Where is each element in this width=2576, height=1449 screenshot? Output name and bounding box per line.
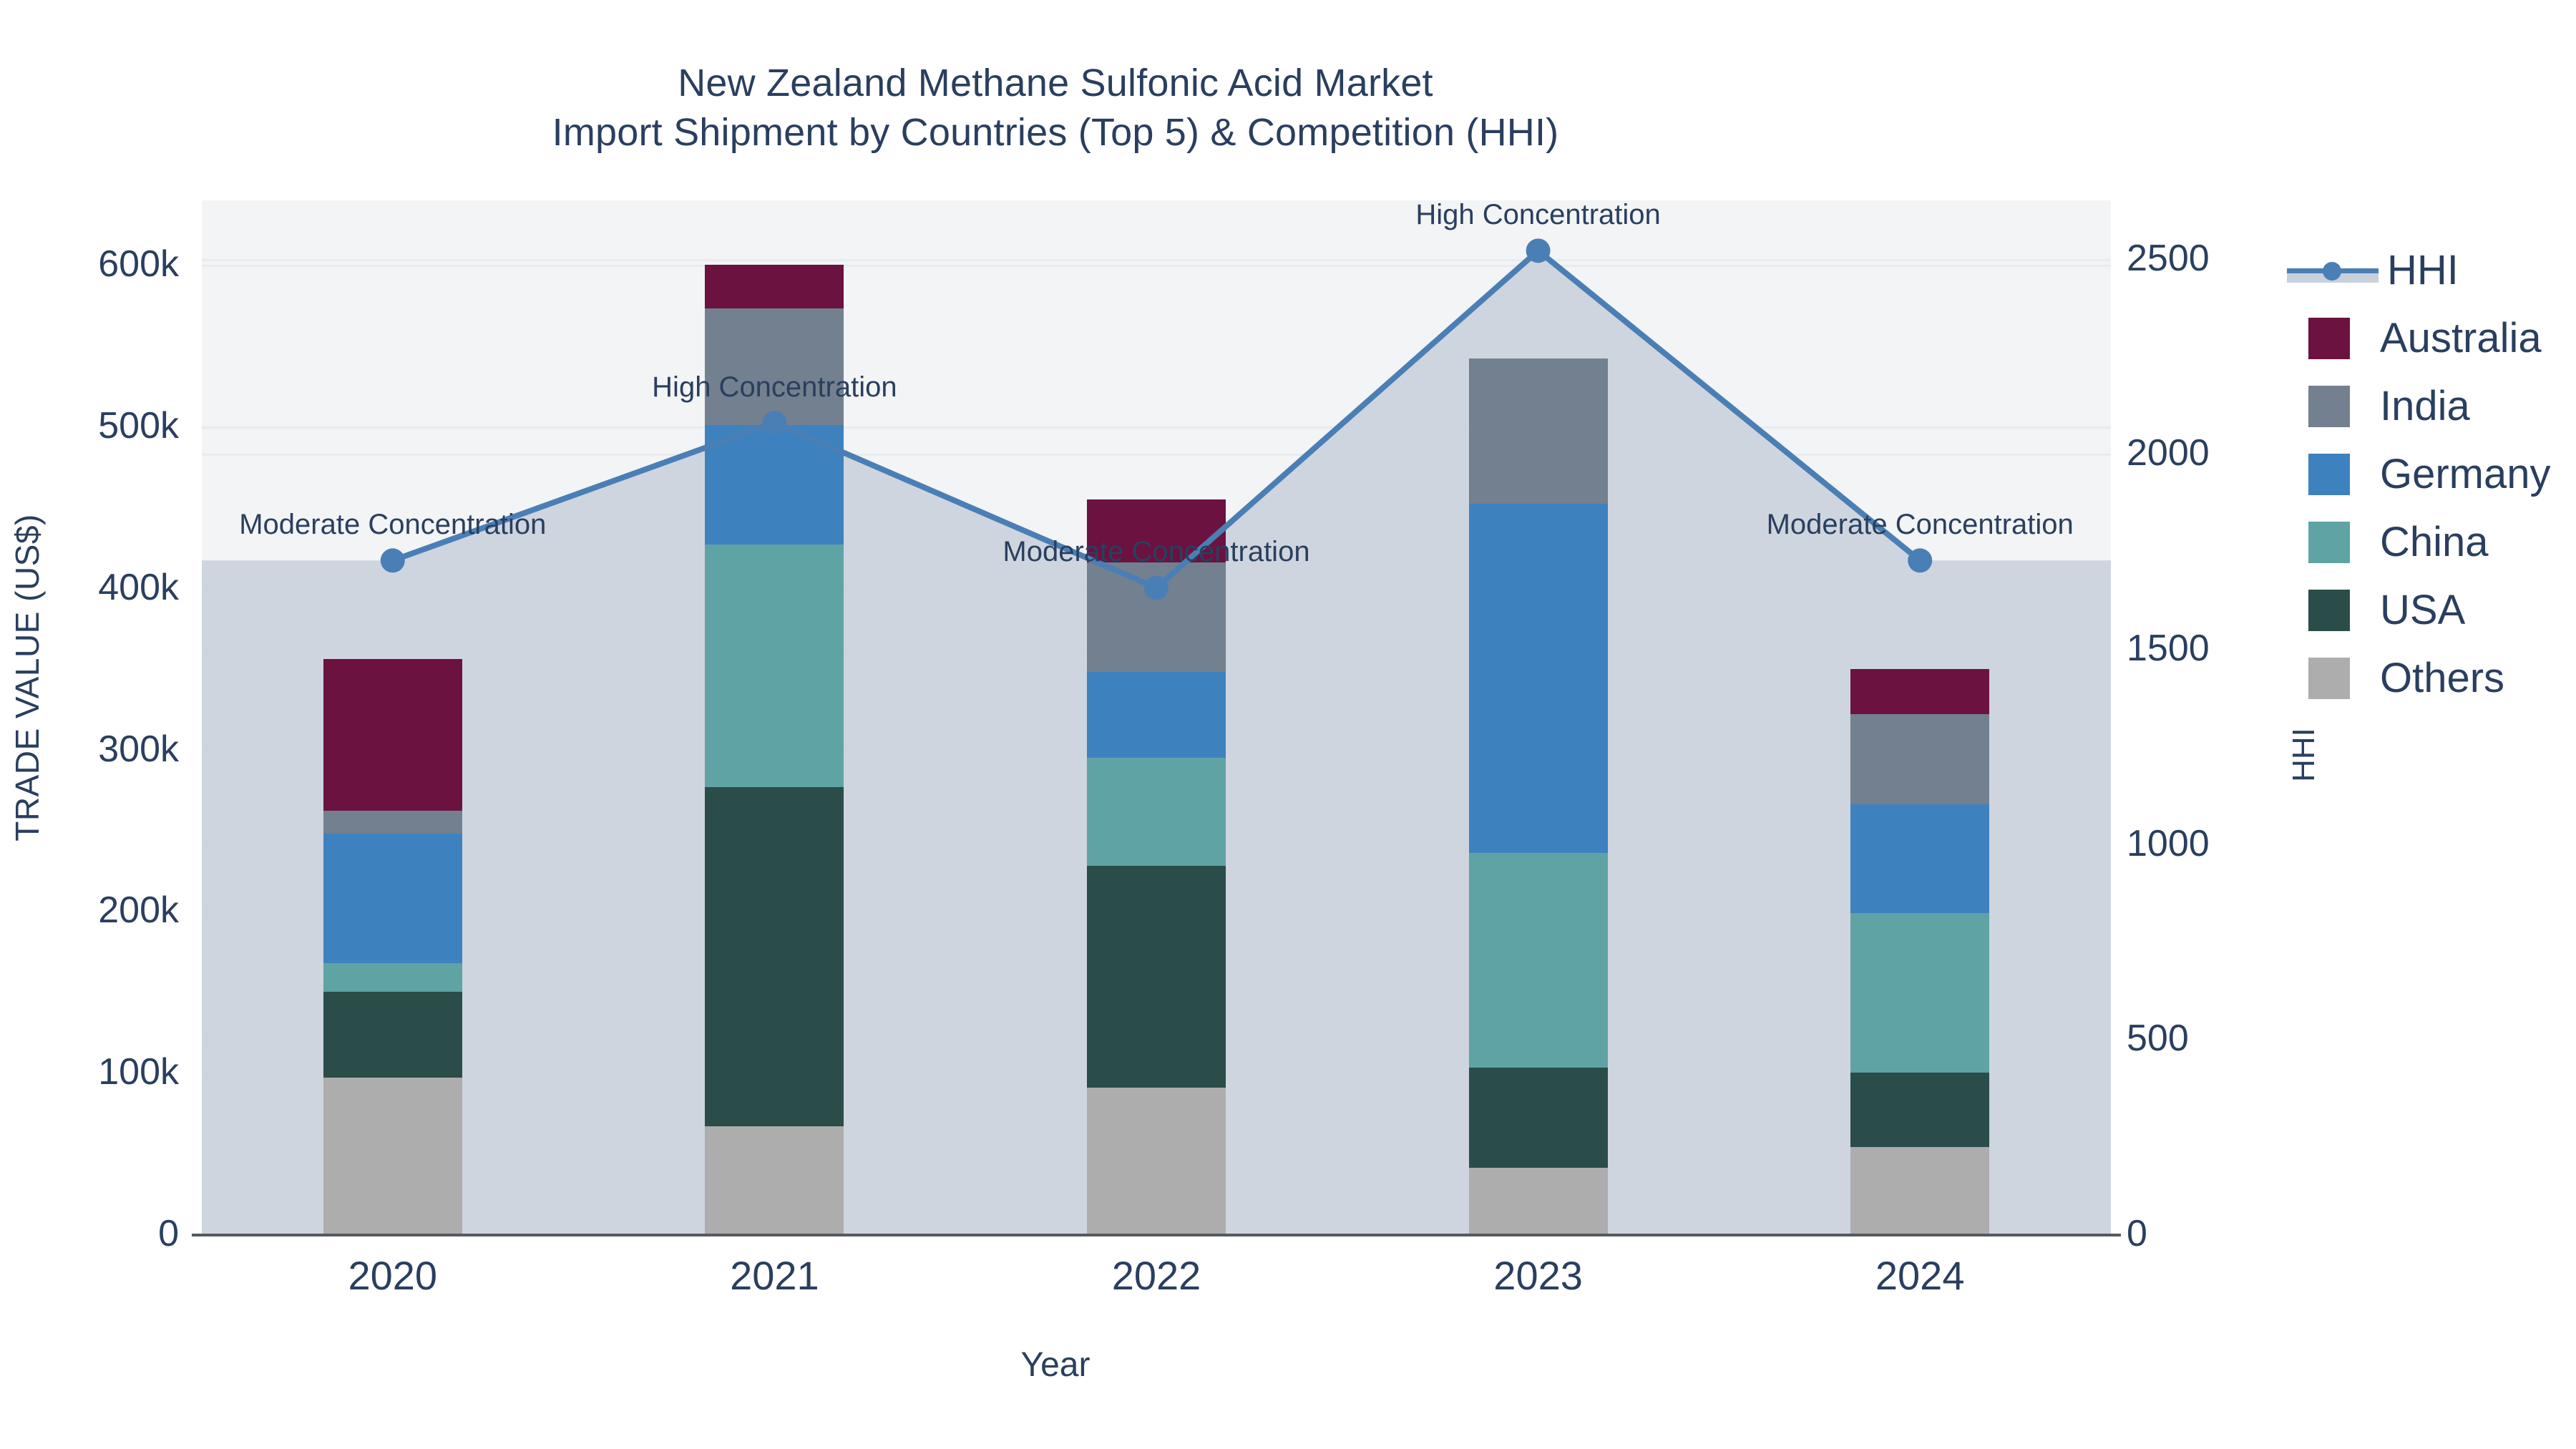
bar-segment-usa-2024[interactable] bbox=[1850, 1073, 1990, 1148]
chart-title-line-1: New Zealand Methane Sulfonic Acid Market bbox=[678, 62, 1433, 104]
y-axis-right-tick-label: 1500 bbox=[2127, 628, 2210, 670]
bar-segment-australia-2024[interactable] bbox=[1850, 668, 1990, 714]
bar-segment-others-2024[interactable] bbox=[1850, 1147, 1990, 1234]
bar-segment-usa-2022[interactable] bbox=[1087, 866, 1226, 1088]
legend-label: Germany bbox=[2380, 450, 2551, 497]
legend-label: USA bbox=[2380, 586, 2466, 633]
bar-segment-usa-2020[interactable] bbox=[323, 992, 462, 1078]
y-axis-right-tick-label: 1000 bbox=[2127, 822, 2210, 864]
bar-segment-germany-2021[interactable] bbox=[705, 424, 844, 545]
legend-swatch-china bbox=[2308, 521, 2350, 563]
annotation-2020: Moderate Concentration bbox=[239, 509, 547, 541]
y-axis-left-tick-label: 300k bbox=[98, 728, 179, 770]
y-axis-right-tick-label: 0 bbox=[2127, 1213, 2147, 1254]
legend-swatch-germany bbox=[2308, 453, 2350, 495]
y-axis-left-tick-label: 0 bbox=[158, 1213, 179, 1254]
annotation-2023: High Concentration bbox=[1415, 199, 1661, 231]
y-axis-right-tick-zero bbox=[2111, 1234, 2121, 1236]
legend-swatch-usa bbox=[2308, 589, 2350, 631]
bar-segment-others-2022[interactable] bbox=[1087, 1087, 1226, 1234]
bar-segment-china-2024[interactable] bbox=[1850, 912, 1990, 1073]
y-axis-left-tick-zero bbox=[192, 1234, 202, 1236]
chart-title-line-2: Import Shipment by Countries (Top 5) & C… bbox=[552, 111, 1559, 155]
y-axis-left-tick-label: 400k bbox=[98, 566, 179, 608]
bar-segment-usa-2023[interactable] bbox=[1468, 1068, 1608, 1169]
y-axis-left-tick-label: 600k bbox=[98, 243, 179, 286]
x-axis-label: Year bbox=[1020, 1346, 1091, 1384]
legend: HHI Australia India Germany China USA Others bbox=[2287, 236, 2576, 712]
bar-segment-china-2022[interactable] bbox=[1087, 757, 1226, 867]
x-axis-tick-2023: 2023 bbox=[1493, 1253, 1583, 1298]
x-axis-tick-2021: 2021 bbox=[730, 1253, 819, 1298]
annotation-2021: High Concentration bbox=[652, 371, 897, 403]
legend-item-china[interactable]: China bbox=[2287, 508, 2576, 576]
bar-segment-india-2023[interactable] bbox=[1468, 358, 1608, 504]
bar-stack-2023[interactable] bbox=[1468, 358, 1608, 1234]
legend-label: HHI bbox=[2387, 246, 2459, 293]
legend-item-others[interactable]: Others bbox=[2287, 644, 2576, 712]
legend-swatch-others bbox=[2308, 657, 2350, 699]
x-axis-tick-2020: 2020 bbox=[348, 1253, 438, 1298]
bar-segment-others-2021[interactable] bbox=[705, 1126, 844, 1234]
annotation-2022: Moderate Concentration bbox=[1002, 536, 1310, 568]
annotation-2024: Moderate Concentration bbox=[1766, 509, 2074, 541]
x-axis-tick-2024: 2024 bbox=[1875, 1253, 1965, 1298]
legend-label: China bbox=[2380, 518, 2489, 565]
bar-segment-australia-2020[interactable] bbox=[323, 659, 462, 811]
bar-segment-others-2023[interactable] bbox=[1468, 1168, 1608, 1234]
bar-segment-india-2024[interactable] bbox=[1850, 713, 1990, 805]
y-axis-right-tick-label: 2000 bbox=[2127, 432, 2210, 474]
legend-marker-dot bbox=[2323, 261, 2341, 280]
bar-segment-china-2023[interactable] bbox=[1468, 853, 1608, 1068]
legend-label: India bbox=[2380, 382, 2470, 429]
y-axis-left-tick-label: 200k bbox=[98, 889, 179, 932]
legend-swatch-india bbox=[2308, 385, 2350, 427]
y-axis-left-tick-label: 500k bbox=[98, 405, 179, 447]
bar-segment-australia-2021[interactable] bbox=[705, 265, 844, 309]
bar-segment-germany-2020[interactable] bbox=[323, 834, 462, 963]
x-axis-line bbox=[202, 1234, 2112, 1236]
legend-label: Others bbox=[2380, 654, 2505, 701]
bar-segment-germany-2022[interactable] bbox=[1087, 672, 1226, 758]
legend-item-hhi[interactable]: HHI bbox=[2287, 236, 2576, 304]
y-axis-right-tick-label: 2500 bbox=[2127, 237, 2210, 279]
legend-swatch-australia bbox=[2308, 317, 2350, 359]
legend-item-australia[interactable]: Australia bbox=[2287, 304, 2576, 372]
bar-segment-others-2020[interactable] bbox=[323, 1078, 462, 1234]
bar-stack-2024[interactable] bbox=[1850, 668, 1990, 1234]
bar-segment-germany-2024[interactable] bbox=[1850, 804, 1990, 913]
bar-segment-india-2021[interactable] bbox=[705, 308, 844, 425]
bar-stack-2021[interactable] bbox=[705, 265, 844, 1234]
bar-segment-india-2020[interactable] bbox=[323, 811, 462, 834]
bar-segment-china-2021[interactable] bbox=[705, 544, 844, 787]
chart-title: New Zealand Methane Sulfonic Acid Market… bbox=[0, 59, 2111, 157]
bar-segment-china-2020[interactable] bbox=[323, 962, 462, 992]
bar-segment-india-2022[interactable] bbox=[1087, 562, 1226, 673]
bar-stack-2020[interactable] bbox=[323, 659, 462, 1234]
x-axis-tick-2022: 2022 bbox=[1111, 1253, 1201, 1298]
legend-line-marker bbox=[2287, 250, 2379, 291]
legend-item-germany[interactable]: Germany bbox=[2287, 440, 2576, 508]
y-axis-left-label: TRADE VALUE (US$) bbox=[9, 514, 46, 841]
y-axis-right-tick-label: 500 bbox=[2127, 1018, 2189, 1060]
legend-item-india[interactable]: India bbox=[2287, 372, 2576, 440]
bar-segment-usa-2021[interactable] bbox=[705, 786, 844, 1126]
bar-stack-2022[interactable] bbox=[1087, 499, 1226, 1234]
legend-item-usa[interactable]: USA bbox=[2287, 576, 2576, 644]
bar-segment-germany-2023[interactable] bbox=[1468, 504, 1608, 854]
y-axis-left-tick-label: 100k bbox=[98, 1051, 179, 1093]
legend-label: Australia bbox=[2380, 314, 2542, 361]
